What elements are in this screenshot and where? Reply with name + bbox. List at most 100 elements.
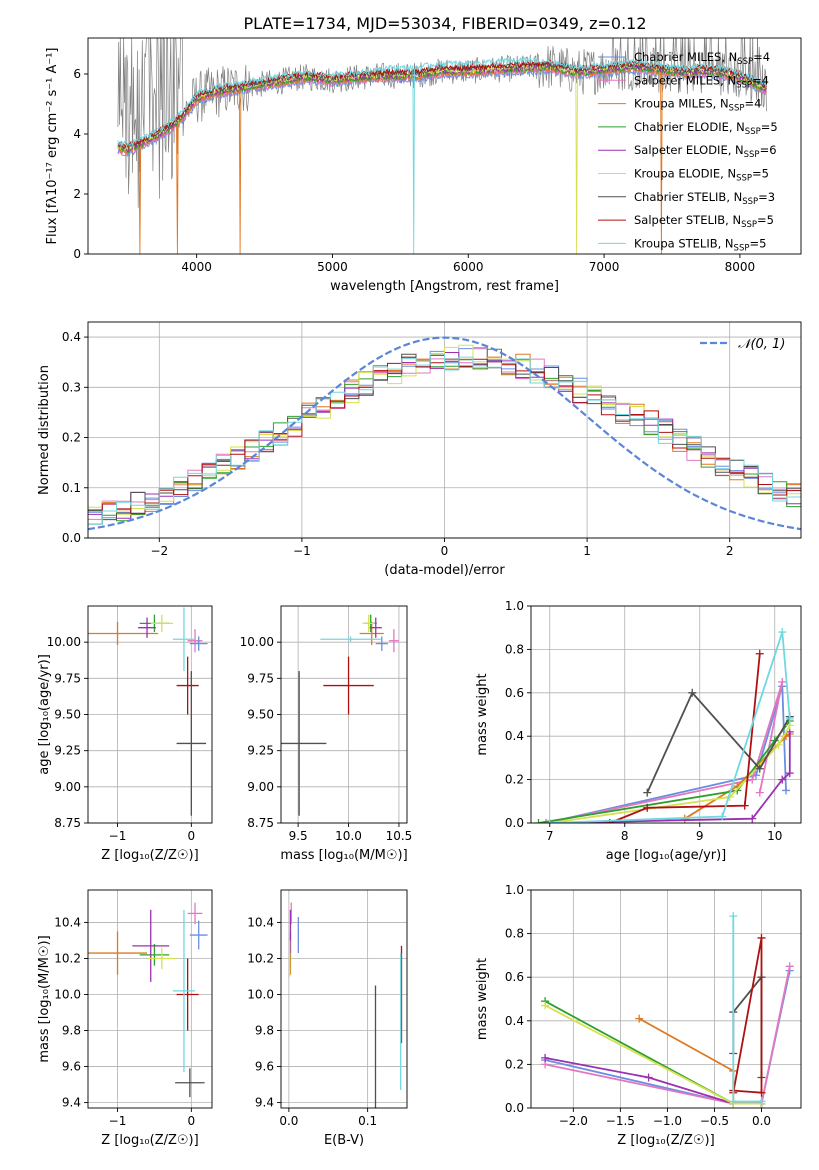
weight-marker (755, 649, 764, 658)
x-tick-label: 0 (188, 1114, 196, 1128)
y-tick-label: 0.4 (62, 330, 81, 344)
panel-mass-vs-Z: −1 0 9.4 9.6 9.8 10.0 10.2 10.4 Z [log₁₀(Z/Z☉)] m… (37, 889, 213, 1148)
histogram-line (88, 344, 801, 515)
y-tick-label: 9.6 (255, 1060, 274, 1074)
weight-marker (534, 819, 543, 823)
legend-suffix: =4 (744, 97, 761, 111)
legend-label: Chabrier ELODIE, NSSP=5 (634, 120, 778, 137)
histogram-line (88, 353, 801, 525)
y-tick-label: 8.75 (54, 816, 81, 830)
legend-subscript: SSP (744, 150, 760, 160)
weight-marker (729, 912, 738, 921)
weight-marker (785, 962, 794, 971)
y-tick-label: 4 (73, 127, 81, 141)
weight-marker (718, 812, 727, 821)
y-tick-label: 9.75 (54, 671, 81, 685)
y-tick-label: 0.2 (505, 773, 524, 787)
weight-marker (643, 788, 652, 797)
y-tick-label: 0.8 (505, 642, 524, 656)
y-tick-label: 9.75 (247, 671, 274, 685)
x-tick-label: −0.5 (700, 1114, 729, 1128)
x-tick-label: 7000 (589, 260, 620, 274)
y-tick-label: 0.2 (62, 431, 81, 445)
legend-suffix: =4 (752, 73, 769, 87)
x-tick-label: 8 (621, 829, 629, 843)
y-tick-label: 9.25 (247, 744, 274, 758)
y-tick-label: 9.8 (62, 1024, 81, 1038)
legend-label: Salpeter ELODIE, NSSP=6 (634, 143, 777, 160)
y-tick-label: 8.75 (247, 816, 274, 830)
y-tick-label: 10.4 (247, 915, 274, 929)
plot-area (534, 628, 794, 823)
panel-age-vs-mass: 9.5 10.0 10.5 8.75 9.00 9.25 9.50 9.75 10.00 mass… (240, 605, 412, 863)
weight-marker (541, 1001, 550, 1010)
x-tick-label: −2 (150, 544, 168, 558)
x-tick-label: 2 (726, 544, 734, 558)
x-tick-label: 10.0 (335, 829, 362, 843)
axes-frame (87, 889, 213, 1109)
x-tick-label: 9.5 (289, 829, 308, 843)
panel-weight-vs-age: 7 8 9 10 0.0 0.2 0.4 0.6 0.8 1.0 age [log₁₀(age/yr… (475, 599, 802, 863)
weight-marker (643, 803, 652, 812)
x-tick-label: −2.0 (559, 1114, 588, 1128)
y-tick-label: 0.4 (505, 1014, 524, 1028)
weight-line (544, 1000, 762, 1105)
weight-line (545, 681, 784, 823)
y-tick-label: 1.0 (505, 599, 524, 613)
axes-frame (280, 889, 408, 1109)
y-tick-label: 0 (73, 247, 81, 261)
legend-subscript: SSP (742, 197, 758, 207)
weight-marker (644, 1073, 653, 1082)
legend-subscript: SSP (745, 127, 761, 137)
y-tick-label: 1.0 (505, 883, 524, 897)
panel-residuals: −2 −1 0 1 2 0.0 0.1 0.2 0.3 0.4 (data-model)/error… (37, 321, 802, 578)
x-tick-label: 10 (767, 829, 782, 843)
x-tick-label: 0.0 (752, 1114, 771, 1128)
weight-marker (757, 1097, 766, 1106)
x-tick-label: −1 (293, 544, 311, 558)
weight-marker (541, 1053, 550, 1062)
y-tick-label: 0.0 (505, 1101, 524, 1115)
weight-marker (774, 740, 783, 749)
axes-frame (87, 37, 802, 255)
weight-marker (635, 1014, 644, 1023)
x-axis-label: wavelength [Angstrom, rest frame] (330, 279, 559, 294)
x-tick-label: −1 (109, 829, 127, 843)
x-tick-label: 1 (583, 544, 591, 558)
panel-mass-vs-EBV: 0.0 0.1 9.4 9.6 9.8 10.0 10.2 10.4 E(B-V) (247, 889, 408, 1148)
legend-label: Salpeter MILES, NSSP=4 (634, 73, 769, 90)
y-tick-label: 9.00 (247, 780, 274, 794)
y-tick-label: 9.4 (62, 1096, 81, 1110)
y-tick-label: 0.2 (505, 1057, 524, 1071)
plot-area (88, 607, 208, 816)
weight-marker (785, 769, 794, 778)
x-axis-label: Z [log₁₀(Z/Z☉)] (101, 848, 198, 863)
y-tick-label: 9.25 (54, 744, 81, 758)
y-axis-label: Flux [fλ10⁻¹⁷ erg cm⁻² s⁻¹ A⁻¹] (45, 48, 60, 245)
weight-marker (778, 775, 787, 784)
panel-weight-vs-Z: −2.0 −1.5 −1.0 −0.5 0.0 0.0 0.2 0.4 0.6 0.8 1.0 Z [… (475, 883, 802, 1148)
legend-subscript: SSP (736, 174, 752, 184)
legend-suffix: =3 (758, 190, 775, 204)
x-axis-label: (data-model)/error (384, 563, 505, 578)
y-tick-label: 0.8 (505, 927, 524, 941)
weight-line (609, 653, 761, 823)
weight-marker (757, 933, 766, 942)
x-tick-label: 0 (441, 544, 449, 558)
plot-area (281, 614, 399, 816)
y-tick-label: 10.0 (54, 987, 81, 1001)
y-tick-label: 10.2 (247, 951, 274, 965)
panel-spectrum: 4000 5000 6000 7000 8000 0 2 4 6 wavelength [Angs… (45, 37, 802, 294)
y-tick-label: 9.4 (255, 1096, 274, 1110)
legend-subscript: SSP (736, 80, 752, 90)
y-tick-label: 0.6 (505, 970, 524, 984)
weight-line (544, 1004, 762, 1105)
legend-suffix: =5 (761, 120, 778, 134)
y-tick-label: 10.0 (247, 987, 274, 1001)
model-line (117, 56, 767, 254)
legend-label: 𝒩(0, 1) (738, 337, 785, 352)
y-tick-label: 10.00 (47, 635, 81, 649)
weight-line (684, 733, 791, 820)
x-axis-label: Z [log₁₀(Z/Z☉)] (101, 1133, 198, 1148)
